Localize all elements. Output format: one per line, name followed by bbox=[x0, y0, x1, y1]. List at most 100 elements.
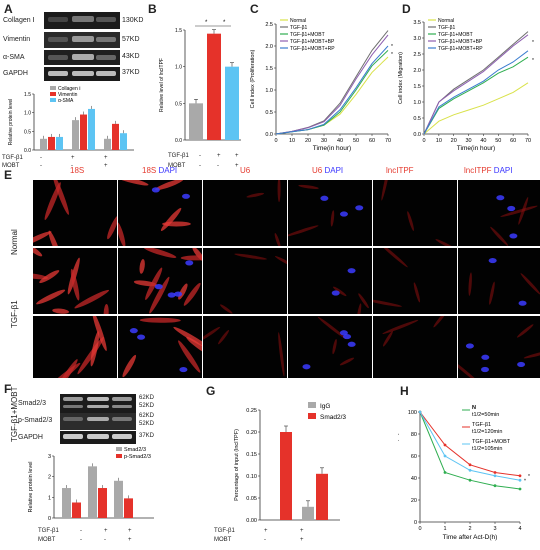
data-point bbox=[418, 410, 422, 414]
y-tick-label: 0.5 bbox=[265, 110, 273, 116]
legend-label: α-SMA bbox=[58, 98, 74, 104]
series-line bbox=[423, 82, 529, 135]
legend-label: TGF-β1+MOBT+RP bbox=[290, 46, 335, 52]
treat-val: - bbox=[264, 537, 266, 543]
treat-val: - bbox=[80, 528, 82, 534]
bar bbox=[207, 33, 221, 140]
blot-kd: 62KD 52KD bbox=[139, 395, 155, 409]
y-tick-label: 1.0 bbox=[265, 88, 273, 94]
treat-val: - bbox=[217, 163, 219, 169]
series-line bbox=[275, 34, 389, 135]
y-tick-label: 0.25 bbox=[246, 408, 257, 414]
col-header: U6 bbox=[240, 166, 251, 175]
y-tick-label: 0.0 bbox=[265, 132, 273, 138]
treat-label: MOBT bbox=[2, 163, 20, 169]
legend-label: TGF-β1+MOBT bbox=[472, 439, 511, 445]
legend-label: TGF-β1+MOBT bbox=[290, 32, 325, 38]
series-line bbox=[423, 50, 529, 135]
legend-swatch bbox=[308, 413, 316, 419]
blot-kd: 37KD bbox=[122, 69, 140, 76]
panel-d-chart: 0.0 0.5 1.0 1.5 2.0 2.5 3.0 3.5 Cell index (Migr… bbox=[398, 18, 534, 152]
bar bbox=[56, 136, 63, 150]
treat-val: + bbox=[300, 537, 304, 543]
legend-label: Normal bbox=[290, 18, 306, 24]
legend-label: TGF-β1 bbox=[438, 25, 456, 31]
data-point bbox=[468, 463, 472, 467]
legend-halflife: t1/2=50min bbox=[472, 412, 499, 418]
bar bbox=[40, 138, 47, 150]
bar bbox=[72, 120, 79, 150]
treat-val: + bbox=[71, 155, 75, 161]
x-tick-label: 60 bbox=[510, 138, 516, 144]
x-tick-label: 4 bbox=[518, 526, 521, 532]
micrograph-tile bbox=[33, 248, 117, 314]
y-tick-label: 2.0 bbox=[265, 44, 273, 50]
x-tick-label: 70 bbox=[385, 138, 391, 144]
blot-kd: 37KD bbox=[139, 433, 155, 439]
x-tick-label: 30 bbox=[321, 138, 327, 144]
treat-val: + bbox=[300, 528, 304, 534]
data-point bbox=[493, 474, 497, 478]
y-tick-label: 0.10 bbox=[246, 474, 257, 480]
bar bbox=[189, 103, 203, 140]
y-tick-label: 1.5 bbox=[413, 84, 421, 90]
treat-val: - bbox=[199, 163, 201, 169]
y-tick-label: 1.5 bbox=[175, 28, 182, 34]
data-point bbox=[518, 487, 522, 491]
bar bbox=[88, 108, 95, 150]
legend-label: TGF-β1 bbox=[290, 25, 308, 31]
x-tick-label: 10 bbox=[289, 138, 295, 144]
x-axis-label: Time(in hour) bbox=[457, 145, 495, 152]
legend-label: TGF-β1+MOBT+BP bbox=[438, 39, 483, 45]
x-tick-label: 2 bbox=[468, 526, 471, 532]
x-tick-label: 70 bbox=[525, 138, 531, 144]
y-tick-label: 0.05 bbox=[246, 496, 257, 502]
panel-letter-a: A bbox=[4, 2, 13, 16]
treat-val: + bbox=[104, 163, 108, 169]
blot-label: p-Smad2/3 bbox=[18, 417, 53, 424]
series-line bbox=[275, 45, 389, 135]
y-tick-label: 40 bbox=[411, 476, 417, 482]
treat-label: TGF-β1 bbox=[214, 528, 235, 534]
y-tick-label: 3 bbox=[48, 454, 51, 460]
x-tick-label: 0 bbox=[418, 526, 421, 532]
bar bbox=[280, 432, 292, 520]
y-tick-label: 1.0 bbox=[24, 111, 31, 117]
x-tick-label: 50 bbox=[495, 138, 501, 144]
legend-label: Smad2/3 bbox=[320, 414, 346, 421]
sig-star: * bbox=[532, 58, 534, 64]
legend-label: N bbox=[472, 405, 476, 411]
treat-val: + bbox=[264, 528, 268, 534]
panel-letter-e: E bbox=[4, 168, 13, 182]
data-point bbox=[443, 471, 447, 474]
data-point bbox=[518, 478, 522, 482]
treat-label: TGF-β1 bbox=[38, 528, 59, 534]
sig-star: * bbox=[532, 40, 534, 46]
micrograph-tile bbox=[118, 316, 202, 378]
col-header: 18S DAPI bbox=[142, 166, 178, 175]
y-tick-label: 0.15 bbox=[246, 452, 257, 458]
micrograph-tile bbox=[203, 180, 287, 246]
x-tick-label: 20 bbox=[305, 138, 311, 144]
legend-swatch bbox=[50, 86, 56, 90]
legend-label: Collagen Ⅰ bbox=[58, 86, 81, 92]
series-line bbox=[275, 50, 389, 135]
y-tick-label: 1.5 bbox=[24, 92, 31, 98]
x-tick-label: 40 bbox=[480, 138, 486, 144]
x-tick-label: 20 bbox=[451, 138, 457, 144]
treat-label: MOBT bbox=[38, 537, 56, 543]
panel-letter-d: D bbox=[402, 2, 411, 16]
treat-label: MOBT bbox=[214, 537, 232, 543]
data-point bbox=[468, 468, 472, 472]
y-tick-label: 0.0 bbox=[175, 138, 182, 144]
series-line bbox=[275, 56, 389, 135]
legend-label: TGF-β1+MOBT bbox=[438, 32, 473, 38]
micrograph-tile bbox=[118, 248, 202, 314]
blot-label: Vimentin bbox=[3, 36, 31, 43]
micrograph-tile bbox=[33, 180, 117, 246]
x-tick-label: 60 bbox=[369, 138, 375, 144]
micrograph-tile bbox=[288, 180, 372, 246]
x-axis-label: Time after Act-D(h) bbox=[443, 534, 498, 541]
y-tick-label: 2.0 bbox=[413, 68, 421, 74]
panel-letter-h: H bbox=[400, 384, 409, 398]
